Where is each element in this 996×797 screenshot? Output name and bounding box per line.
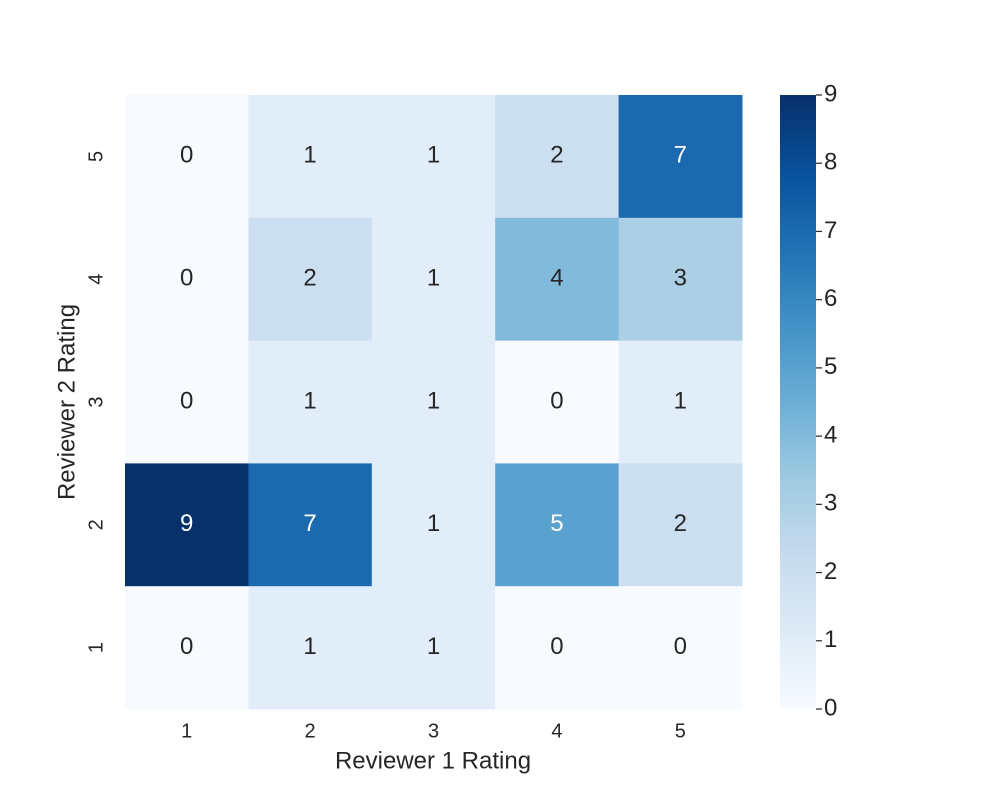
heatmap-cell [371, 586, 496, 710]
colorbar [780, 95, 816, 709]
cell-label: 0 [180, 142, 193, 169]
cell-label: 0 [550, 387, 563, 414]
heatmap-cell [248, 217, 373, 342]
colorbar-tick-label: 2 [824, 558, 837, 585]
heatmap-cell [371, 340, 496, 464]
cell-label: 0 [180, 633, 193, 660]
cell-label: 7 [303, 510, 316, 537]
heatmap-cell [371, 463, 496, 587]
heatmap-cell [495, 340, 620, 464]
cell-label: 2 [303, 265, 316, 292]
heatmap-cell [371, 217, 496, 342]
cell-label: 9 [180, 510, 193, 537]
cell-label: 2 [550, 142, 563, 169]
heatmap-cell [248, 586, 373, 710]
heatmap-cell [618, 340, 743, 464]
cell-label: 1 [427, 510, 440, 537]
heatmap-cell [618, 586, 743, 710]
heatmap-cell [125, 217, 249, 342]
cell-label: 1 [303, 387, 316, 414]
heatmap-cell [125, 340, 249, 464]
cell-label: 5 [550, 510, 563, 537]
cell-label: 3 [674, 265, 687, 292]
y-tick-label: 2 [85, 519, 107, 530]
cell-label: 1 [674, 387, 687, 414]
heatmap-cell [618, 217, 743, 342]
cell-label: 1 [427, 387, 440, 414]
colorbar-tick-label: 8 [824, 149, 837, 176]
heatmap-cell [125, 586, 249, 710]
colorbar-tick-label: 7 [824, 217, 837, 244]
cell-label: 1 [427, 142, 440, 169]
cell-label: 0 [180, 265, 193, 292]
x-tick-label: 4 [551, 720, 562, 742]
y-tick-label: 4 [85, 274, 107, 285]
heatmap-cell [495, 217, 620, 342]
heatmap-cell [618, 95, 743, 219]
heatmap-cell [618, 463, 743, 587]
x-tick-label: 2 [305, 720, 316, 742]
cell-label: 2 [674, 510, 687, 537]
heatmap-cell [495, 463, 620, 587]
cell-label: 0 [674, 633, 687, 660]
cell-label: 1 [303, 633, 316, 660]
colorbar-tick-label: 5 [824, 353, 837, 380]
heatmap-cell [248, 340, 373, 464]
y-tick-label: 1 [85, 642, 107, 653]
colorbar-tick-label: 4 [824, 421, 837, 448]
cell-label: 1 [303, 142, 316, 169]
x-tick-label: 3 [428, 720, 439, 742]
heatmap-cell [125, 463, 249, 587]
heatmap-cell [371, 95, 496, 219]
colorbar-tick-label: 0 [824, 694, 837, 721]
heatmap-cell [495, 95, 620, 219]
cell-label: 0 [550, 633, 563, 660]
y-tick-label: 5 [85, 151, 107, 162]
cell-label: 7 [674, 142, 687, 169]
cell-label: 1 [427, 265, 440, 292]
colorbar-tick-label: 9 [824, 80, 837, 107]
colorbar-tick-label: 3 [824, 490, 837, 517]
cell-label: 4 [550, 265, 563, 292]
cell-label: 0 [180, 387, 193, 414]
colorbar-tick-label: 1 [824, 626, 837, 653]
cell-label: 1 [427, 633, 440, 660]
x-axis-label: Reviewer 1 Rating [335, 747, 531, 774]
x-tick-label: 1 [181, 720, 192, 742]
colorbar-tick-label: 6 [824, 285, 837, 312]
heatmap-cell [248, 463, 373, 587]
x-tick-label: 5 [675, 720, 686, 742]
heatmap-cell [495, 586, 620, 710]
y-tick-label: 3 [85, 396, 107, 407]
y-axis-label: Reviewer 2 Rating [53, 304, 80, 500]
heatmap-cell [125, 95, 249, 219]
heatmap-cell [248, 95, 373, 219]
